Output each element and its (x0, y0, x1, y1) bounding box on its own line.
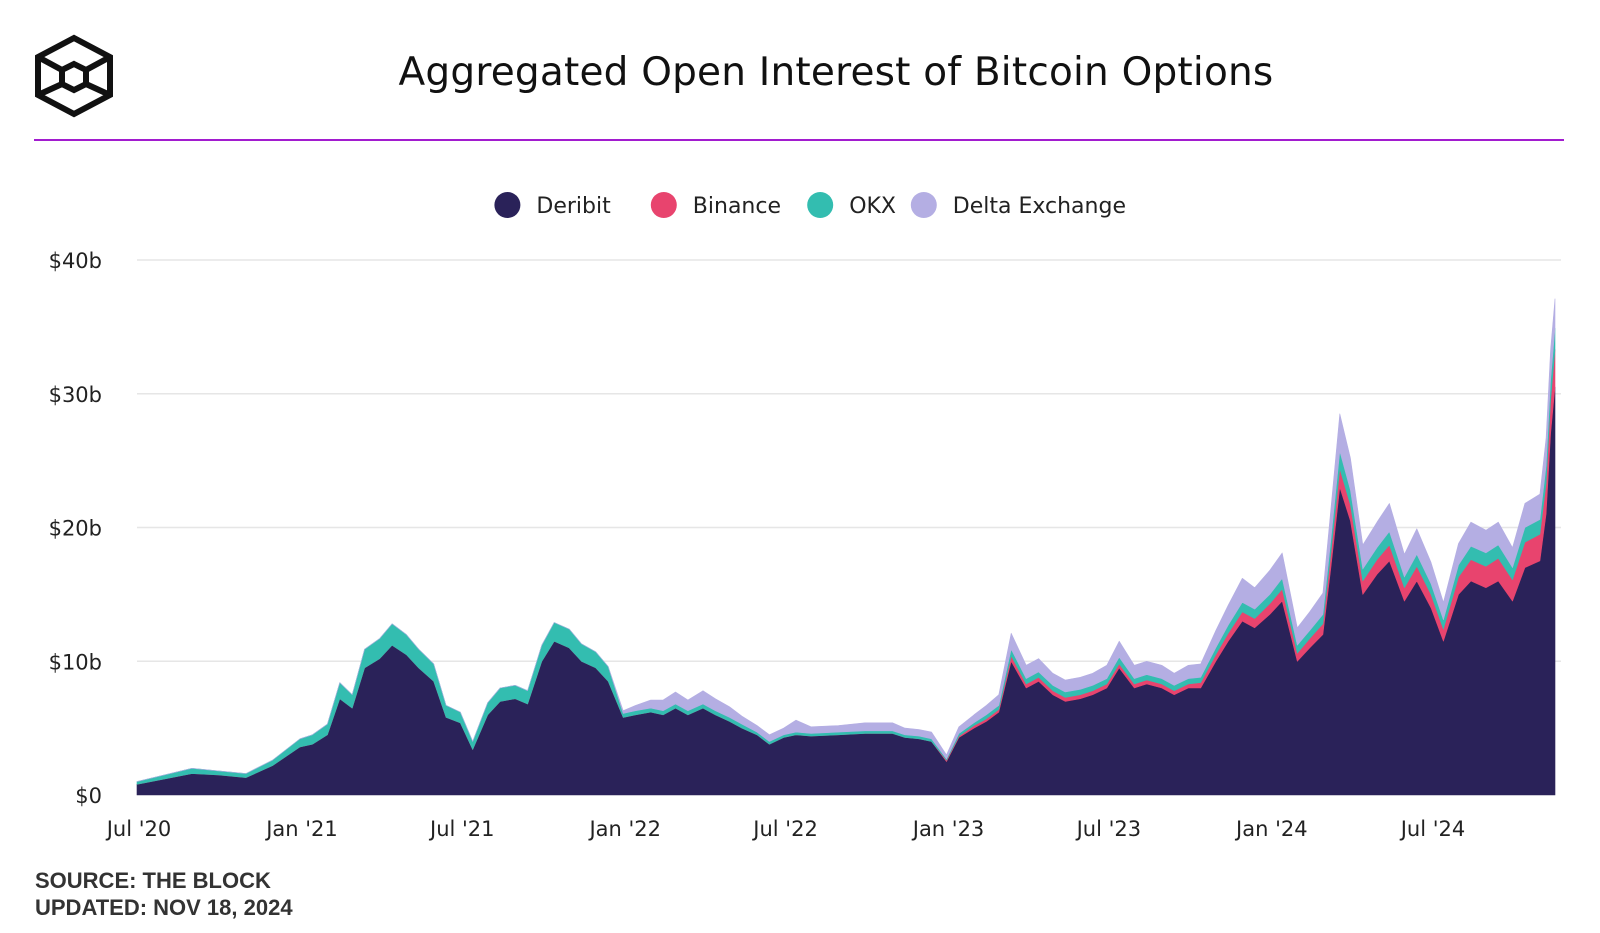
y-tick-label: $20b (49, 517, 102, 541)
x-tick-label: Jan '24 (1234, 817, 1308, 841)
x-axis: Jul '20 Jan '21 Jul '21 Jan '22 Jul '22 Jan '… (105, 817, 1466, 841)
legend-item[interactable]: Delta Exchange (910, 192, 1126, 219)
y-axis: $0 $10b $20b $30b $40b (49, 249, 102, 808)
legend-label: Deribit (536, 194, 611, 219)
y-tick-label: $40b (49, 249, 102, 273)
legend-item[interactable]: Deribit (494, 192, 611, 219)
x-tick-label: Jul '24 (1399, 817, 1466, 841)
area-delta-exchange (136, 298, 1556, 782)
series-areas (136, 298, 1556, 796)
x-tick-label: Jan '23 (911, 817, 985, 841)
y-tick-label: $0 (75, 784, 102, 808)
y-tick-label: $30b (49, 383, 102, 407)
updated-note: UPDATED: NOV 18, 2024 (35, 895, 293, 920)
legend-item[interactable]: Binance (650, 192, 781, 219)
source-note: SOURCE: THE BLOCK (35, 868, 271, 893)
stacked-area-chart: Deribit Binance OKX Delta Exchange $0 $10b $2… (49, 192, 1561, 841)
legend-label: Binance (693, 194, 781, 219)
x-tick-label: Jul '20 (105, 817, 172, 841)
y-tick-label: $10b (49, 650, 102, 674)
x-tick-label: Jan '22 (587, 817, 661, 841)
chart-title: Aggregated Open Interest of Bitcoin Opti… (398, 50, 1274, 95)
legend-label: Delta Exchange (953, 194, 1126, 219)
x-tick-label: Jul '22 (751, 817, 818, 841)
legend-swatch (494, 192, 521, 218)
x-tick-label: Jan '21 (264, 817, 338, 841)
legend-swatch (910, 192, 937, 218)
x-tick-label: Jul '21 (428, 817, 495, 841)
header-divider (34, 139, 1564, 141)
legend-item[interactable]: OKX (807, 192, 896, 219)
legend: Deribit Binance OKX Delta Exchange (494, 192, 1126, 219)
x-tick-label: Jul '23 (1075, 817, 1142, 841)
the-block-logo-icon (35, 34, 113, 118)
legend-label: OKX (849, 194, 896, 219)
legend-swatch (807, 192, 834, 218)
legend-swatch (650, 192, 677, 218)
